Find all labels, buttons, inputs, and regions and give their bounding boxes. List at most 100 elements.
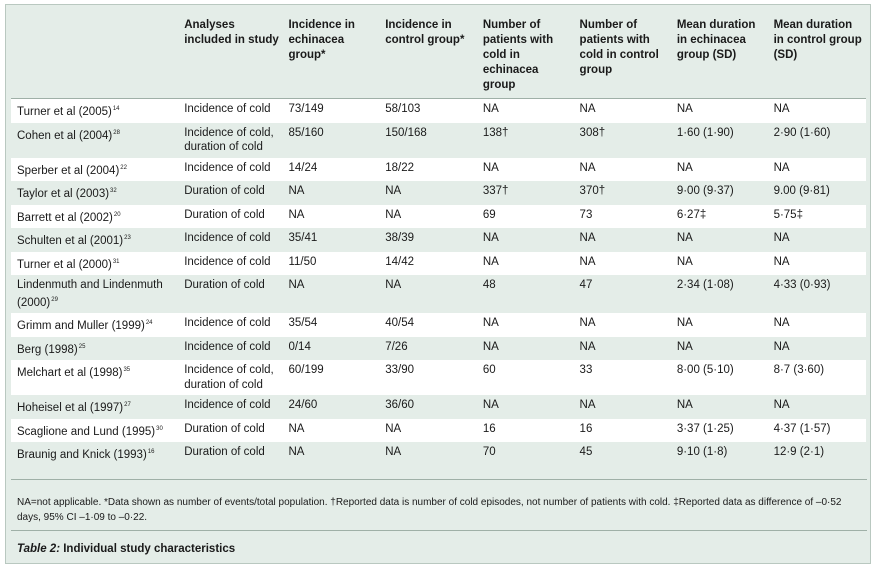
table-cell: 18/22 [385, 161, 414, 174]
table-cell: 60/199 [288, 364, 324, 376]
table-cell: NA [773, 103, 790, 115]
table-cell: Duration of cold [184, 185, 265, 197]
table-cell: Incidence of cold [184, 161, 271, 174]
table-cell: NA [482, 255, 499, 268]
table-cell: NA [579, 399, 596, 411]
table-cell: Incidence of cold [184, 317, 271, 329]
study-name-cell: Cohen et al (2004)28 [11, 123, 180, 158]
table-row: Cohen et al (2004)28 Incidence of cold, d… [11, 122, 866, 158]
study-name: Schulten et al (2001) [17, 235, 124, 247]
study-name-cell: Sperber et al (2004)22 [11, 158, 180, 182]
table-cell: 38/39 [385, 232, 414, 244]
table-cell: 9·10 (1·8) [676, 446, 728, 458]
study-name: Hoheisel et al (1997) [17, 402, 124, 414]
reference-number: 31 [112, 258, 120, 265]
table-cell: Incidence of cold [184, 399, 271, 411]
table-cell: Incidence of cold [184, 232, 271, 244]
table-cell: 11/50 [288, 255, 317, 268]
table-row: Schulten et al (2001)23 Incidence of cold… [11, 228, 866, 252]
table-footnote: NA=not applicable. *Data shown as number… [17, 497, 842, 523]
table-row: Scaglione and Lund (1995)30 Duration of c… [11, 418, 866, 442]
reference-number: 29 [51, 296, 58, 303]
table-row: Turner et al (2005)14 Incidence of cold 73… [11, 98, 866, 123]
reference-number: 16 [147, 449, 155, 455]
reference-number: 25 [78, 343, 86, 350]
table-cell: 3·37 (1·25) [676, 422, 734, 435]
table-cell: NA [385, 208, 402, 221]
table-cell: 6·27‡ [676, 208, 707, 221]
table-cell: 24/60 [288, 399, 318, 411]
table-cell: 73/149 [288, 103, 324, 115]
study-name: Berg (1998) [17, 343, 78, 356]
table-cell: NA [676, 340, 693, 353]
table-cell: 69 [482, 208, 496, 221]
column-header: Incidence in control group* [385, 19, 465, 46]
table-row: Braunig and Knick (1993)16 Duration of co… [11, 442, 866, 466]
table-cell: NA [288, 279, 305, 291]
study-name: Lindenmuth and Lindenmuth (2000) [17, 279, 163, 309]
study-name: Scaglione and Lund (1995) [17, 425, 156, 438]
table-cell: 16 [579, 422, 593, 435]
table-cell: 35/41 [288, 232, 318, 244]
study-name: Barrett et al (2002) [17, 211, 113, 224]
table-row: Berg (1998)25 Incidence of cold 0/14 7/26 NA… [11, 336, 866, 360]
table-cell: NA [385, 422, 402, 435]
table-cell: 308† [579, 126, 606, 139]
table-cell: 58/103 [385, 103, 421, 115]
reference-number: 14 [112, 106, 120, 112]
table-cell: 45 [579, 446, 593, 458]
table-cell: 16 [482, 422, 496, 435]
table-cell: 48 [482, 279, 496, 291]
table-cell: NA [773, 317, 790, 329]
table-cell: 14/42 [385, 255, 414, 268]
table-cell: 9.00 (9·81) [773, 185, 830, 197]
table-cell: NA [482, 103, 499, 115]
study-name: Turner et al (2000) [17, 258, 112, 271]
column-header: Mean duration in control group (SD) [773, 19, 862, 61]
table-cell: NA [579, 103, 596, 115]
reference-number: 27 [124, 402, 131, 408]
table-cell: Incidence of cold [184, 255, 271, 268]
table-cell: 9·00 (9·37) [676, 185, 734, 197]
table-cell: Duration of cold [184, 446, 265, 458]
table-row: Grimm and Muller (1999)24 Incidence of co… [11, 313, 866, 337]
column-header: Incidence in echinacea group* [288, 19, 355, 61]
study-name-cell: Taylor et al (2003)32 [11, 181, 180, 205]
reference-number: 30 [156, 425, 163, 432]
table-cell: 4·33 (0·93) [773, 279, 831, 291]
table-cell: 8·00 (5·10) [676, 364, 734, 376]
study-name-cell: Melchart et al (1998)35 [11, 360, 180, 395]
table-cell: NA [288, 185, 305, 197]
table-cell: 8·7 (3·60) [773, 364, 825, 376]
table-cell: Duration of cold [184, 208, 265, 221]
table-cell: NA [579, 232, 596, 244]
table-cell: NA [385, 185, 402, 197]
reference-number: 32 [110, 188, 117, 194]
table-cell: NA [676, 255, 693, 268]
header-row: Analyses included in study Incidence in … [11, 15, 866, 99]
table-cell: 14/24 [288, 161, 318, 174]
table-cell: NA [385, 446, 402, 458]
caption-text: Individual study characteristics [60, 543, 236, 555]
table-cell: Duration of cold [184, 279, 265, 291]
study-name-cell: Turner et al (2005)14 [11, 99, 180, 123]
table-cell: 7/26 [385, 340, 408, 353]
table-cell: 40/54 [385, 317, 414, 329]
study-name-cell: Lindenmuth and Lindenmuth (2000)29 [11, 275, 180, 313]
table-cell: 85/160 [288, 126, 324, 139]
table-cell: Incidence of cold, duration of cold [184, 126, 274, 154]
study-name-cell: Braunig and Knick (1993)16 [11, 442, 180, 466]
table-panel: Analyses included in study Incidence in … [5, 4, 871, 564]
reference-number: 20 [113, 211, 121, 218]
table-cell: NA [482, 340, 499, 353]
table-cell: NA [773, 399, 790, 411]
table-cell: 0/14 [288, 340, 311, 353]
table-cell: NA [579, 161, 596, 174]
column-header: Analyses included in study [184, 19, 279, 46]
table-cell: 47 [579, 279, 593, 291]
caption-divider [11, 530, 867, 531]
table-cell: NA [676, 103, 693, 115]
table-row: Lindenmuth and Lindenmuth (2000)29 Durati… [11, 275, 866, 313]
table-cell: 36/60 [385, 399, 414, 411]
table-row: Taylor et al (2003)32 Duration of cold NA N… [11, 181, 866, 205]
